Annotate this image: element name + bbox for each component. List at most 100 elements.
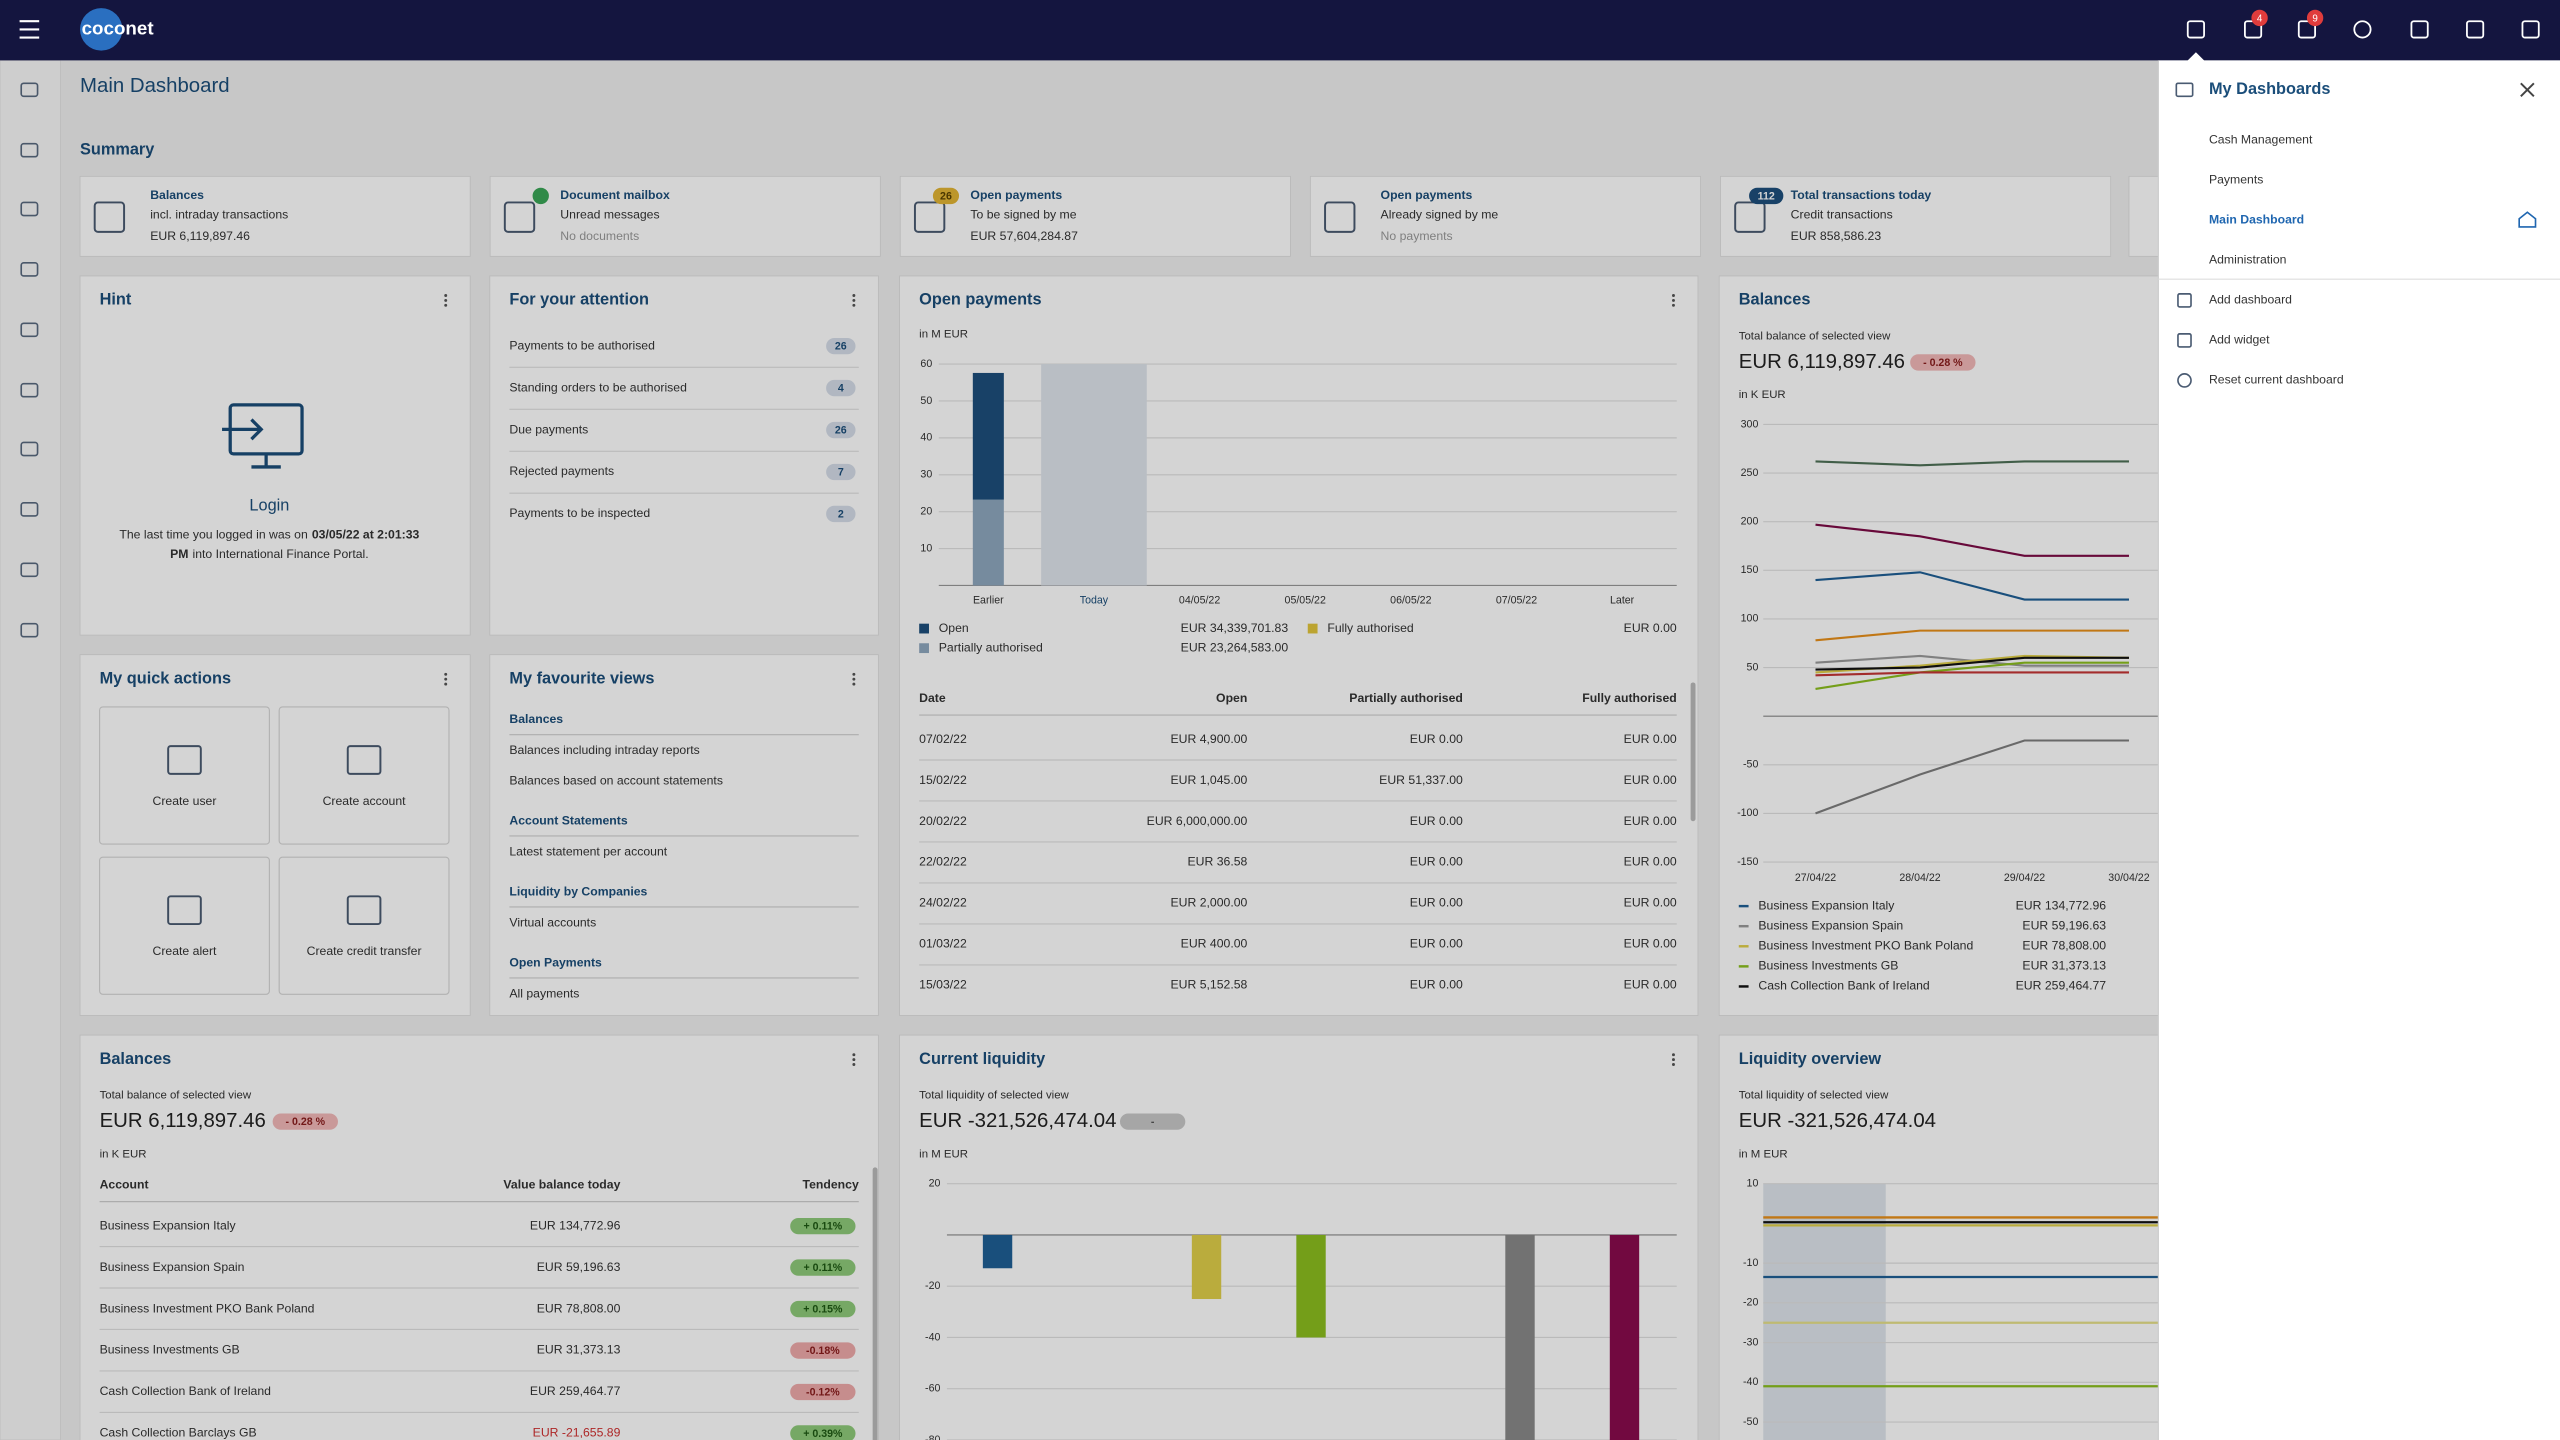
- menu-dot: [444, 294, 448, 297]
- y-tick-label: 50: [920, 395, 932, 407]
- y-tick-label: -40: [1743, 1376, 1758, 1388]
- table-cell: EUR 0.00: [1410, 732, 1463, 746]
- menu-dot: [1672, 1063, 1675, 1066]
- widget: [489, 275, 879, 636]
- y-tick-label: 250: [1741, 467, 1759, 479]
- action-icon: [2177, 293, 2192, 308]
- legend-value: EUR 78,808.00: [2022, 939, 2106, 953]
- card-badge: [1749, 187, 1784, 205]
- favourite-item: Balances including intraday reports: [509, 743, 699, 757]
- toolbar-icon[interactable]: [2353, 20, 2372, 39]
- toolbar-icon[interactable]: [2297, 20, 2317, 39]
- count-badge: [826, 337, 856, 355]
- legend-swatch: [919, 643, 929, 654]
- y-tick-label: 200: [1741, 516, 1759, 528]
- drawer-action[interactable]: Add dashboard: [2209, 293, 2292, 307]
- legend-label: Partially authorised: [939, 640, 1043, 654]
- action-icon: [167, 895, 202, 926]
- action-tile[interactable]: [278, 856, 450, 995]
- table-header: Tendency: [803, 1178, 859, 1192]
- card-title: Document mailbox: [560, 188, 670, 202]
- menu-dot: [852, 1063, 856, 1066]
- line: [1815, 671, 2129, 677]
- widget-title: Open payments: [919, 291, 1041, 309]
- action-tile[interactable]: [99, 856, 270, 995]
- change-badge: [272, 1113, 338, 1130]
- subtitle: Total balance of selected view: [1739, 330, 1891, 342]
- dashboard-item[interactable]: Main Dashboard: [2209, 213, 2304, 227]
- menu-dot: [1672, 298, 1675, 302]
- table-cell: EUR 0.00: [1410, 855, 1463, 869]
- logo-mark: [80, 8, 123, 51]
- section-title: Summary: [80, 141, 154, 159]
- action-tile[interactable]: [99, 706, 270, 845]
- table-cell: 24/02/22: [919, 896, 967, 910]
- toolbar-icon[interactable]: [2186, 20, 2205, 39]
- legend-label: Open: [939, 621, 969, 635]
- action-label: Create account: [323, 794, 407, 808]
- drawer-action[interactable]: Reset current dashboard: [2209, 373, 2344, 387]
- summary-card: [79, 175, 471, 257]
- favourite-group: Balances: [509, 712, 563, 726]
- action-icon: [167, 745, 202, 775]
- action-icon: [346, 745, 382, 775]
- dashboard-item[interactable]: Payments: [2209, 173, 2263, 187]
- table-cell: EUR 36.58: [1187, 855, 1247, 869]
- dashboard-item[interactable]: Cash Management: [2209, 133, 2313, 147]
- y-tick-label: -60: [925, 1383, 940, 1395]
- table-cell: EUR 59,196.63: [537, 1260, 621, 1274]
- legend-label: Cash Collection Bank of Ireland: [1758, 979, 1930, 993]
- drawer: My Dashboards Cash Management Payments Main…: [2157, 52, 2560, 1440]
- count-badge-text: 4: [838, 383, 844, 395]
- legend-value: EUR 134,772.96: [2016, 898, 2107, 912]
- card-icon: [93, 201, 126, 233]
- change-badge-text: - 0.28 %: [1923, 357, 1963, 369]
- drawer-action[interactable]: Add widget: [2209, 333, 2270, 347]
- card-icon: [503, 201, 536, 233]
- y-tick-label: 20: [920, 505, 932, 517]
- toolbar-icon[interactable]: [2521, 20, 2540, 39]
- legend-label: Business Expansion Italy: [1758, 898, 1895, 912]
- menu-dot: [444, 677, 448, 681]
- y-tick-label: -30: [1743, 1336, 1758, 1348]
- y-tick-label: -80: [925, 1434, 940, 1440]
- close-button[interactable]: [2520, 82, 2535, 98]
- x-tick-label: 06/05/22: [1390, 595, 1431, 607]
- sidebar-icon: [20, 262, 39, 277]
- bar: [982, 1234, 1013, 1269]
- tendency-badge-text: -0.12%: [806, 1387, 840, 1399]
- table-cell: 07/02/22: [919, 732, 967, 746]
- menu-dot: [852, 682, 856, 686]
- y-tick-label: -20: [1743, 1297, 1758, 1309]
- tendency-badge: [790, 1300, 856, 1318]
- card-title: Open payments: [1381, 188, 1473, 202]
- card-line: EUR 57,604,284.87: [970, 229, 1078, 243]
- table-cell: Cash Collection Barclays GB: [100, 1426, 257, 1440]
- change-badge: [1120, 1113, 1186, 1130]
- line: [1815, 571, 2129, 601]
- widget-title: Balances: [100, 1050, 172, 1068]
- table-cell: 15/02/22: [919, 773, 967, 787]
- sidebar-icon: [20, 622, 39, 638]
- change-badge-text: - 0.28 %: [286, 1116, 326, 1128]
- table-cell: EUR 0.00: [1410, 814, 1463, 828]
- change-badge-text: -: [1151, 1116, 1155, 1128]
- card-icon: [1734, 201, 1766, 233]
- y-tick-label: -50: [1743, 759, 1758, 771]
- y-tick-label: -40: [925, 1331, 940, 1343]
- y-tick-label: 50: [1747, 661, 1759, 673]
- action-tile[interactable]: [278, 706, 450, 845]
- sidebar-icon: [20, 322, 39, 338]
- x-tick-label: 30/04/22: [2108, 872, 2149, 884]
- legend-value: EUR 31,373.13: [2022, 959, 2106, 973]
- menu-dot: [1672, 1058, 1675, 1062]
- toolbar-icon[interactable]: [2466, 20, 2485, 39]
- toolbar-icon[interactable]: [2410, 20, 2429, 39]
- card-icon: [1324, 201, 1356, 233]
- attention-item: Payments to be authorised: [509, 338, 655, 352]
- dashboard-item[interactable]: Administration: [2209, 253, 2287, 267]
- table-cell: EUR 0.00: [1410, 896, 1463, 910]
- scrollbar: [1690, 682, 1696, 822]
